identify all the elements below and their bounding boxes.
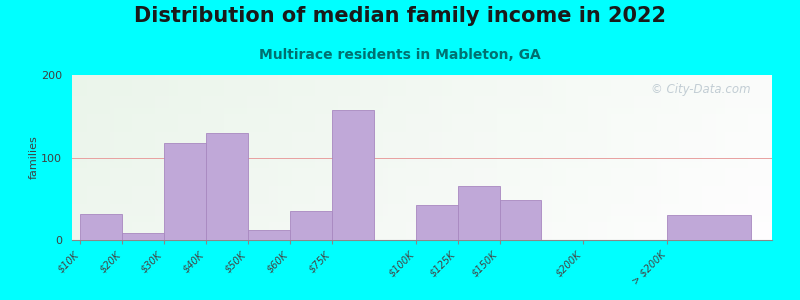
- Text: © City-Data.com: © City-Data.com: [651, 83, 751, 96]
- Bar: [499, 200, 542, 240]
- Text: Multirace residents in Mableton, GA: Multirace residents in Mableton, GA: [259, 48, 541, 62]
- Text: Distribution of median family income in 2022: Distribution of median family income in …: [134, 6, 666, 26]
- Y-axis label: families: families: [28, 136, 38, 179]
- Bar: [458, 186, 499, 240]
- Bar: [164, 142, 206, 240]
- Bar: [416, 205, 458, 240]
- Bar: [122, 233, 164, 240]
- Bar: [80, 214, 122, 240]
- Bar: [248, 230, 290, 240]
- Bar: [290, 211, 332, 240]
- Bar: [206, 133, 248, 240]
- Bar: [667, 215, 751, 240]
- Bar: [332, 110, 374, 240]
